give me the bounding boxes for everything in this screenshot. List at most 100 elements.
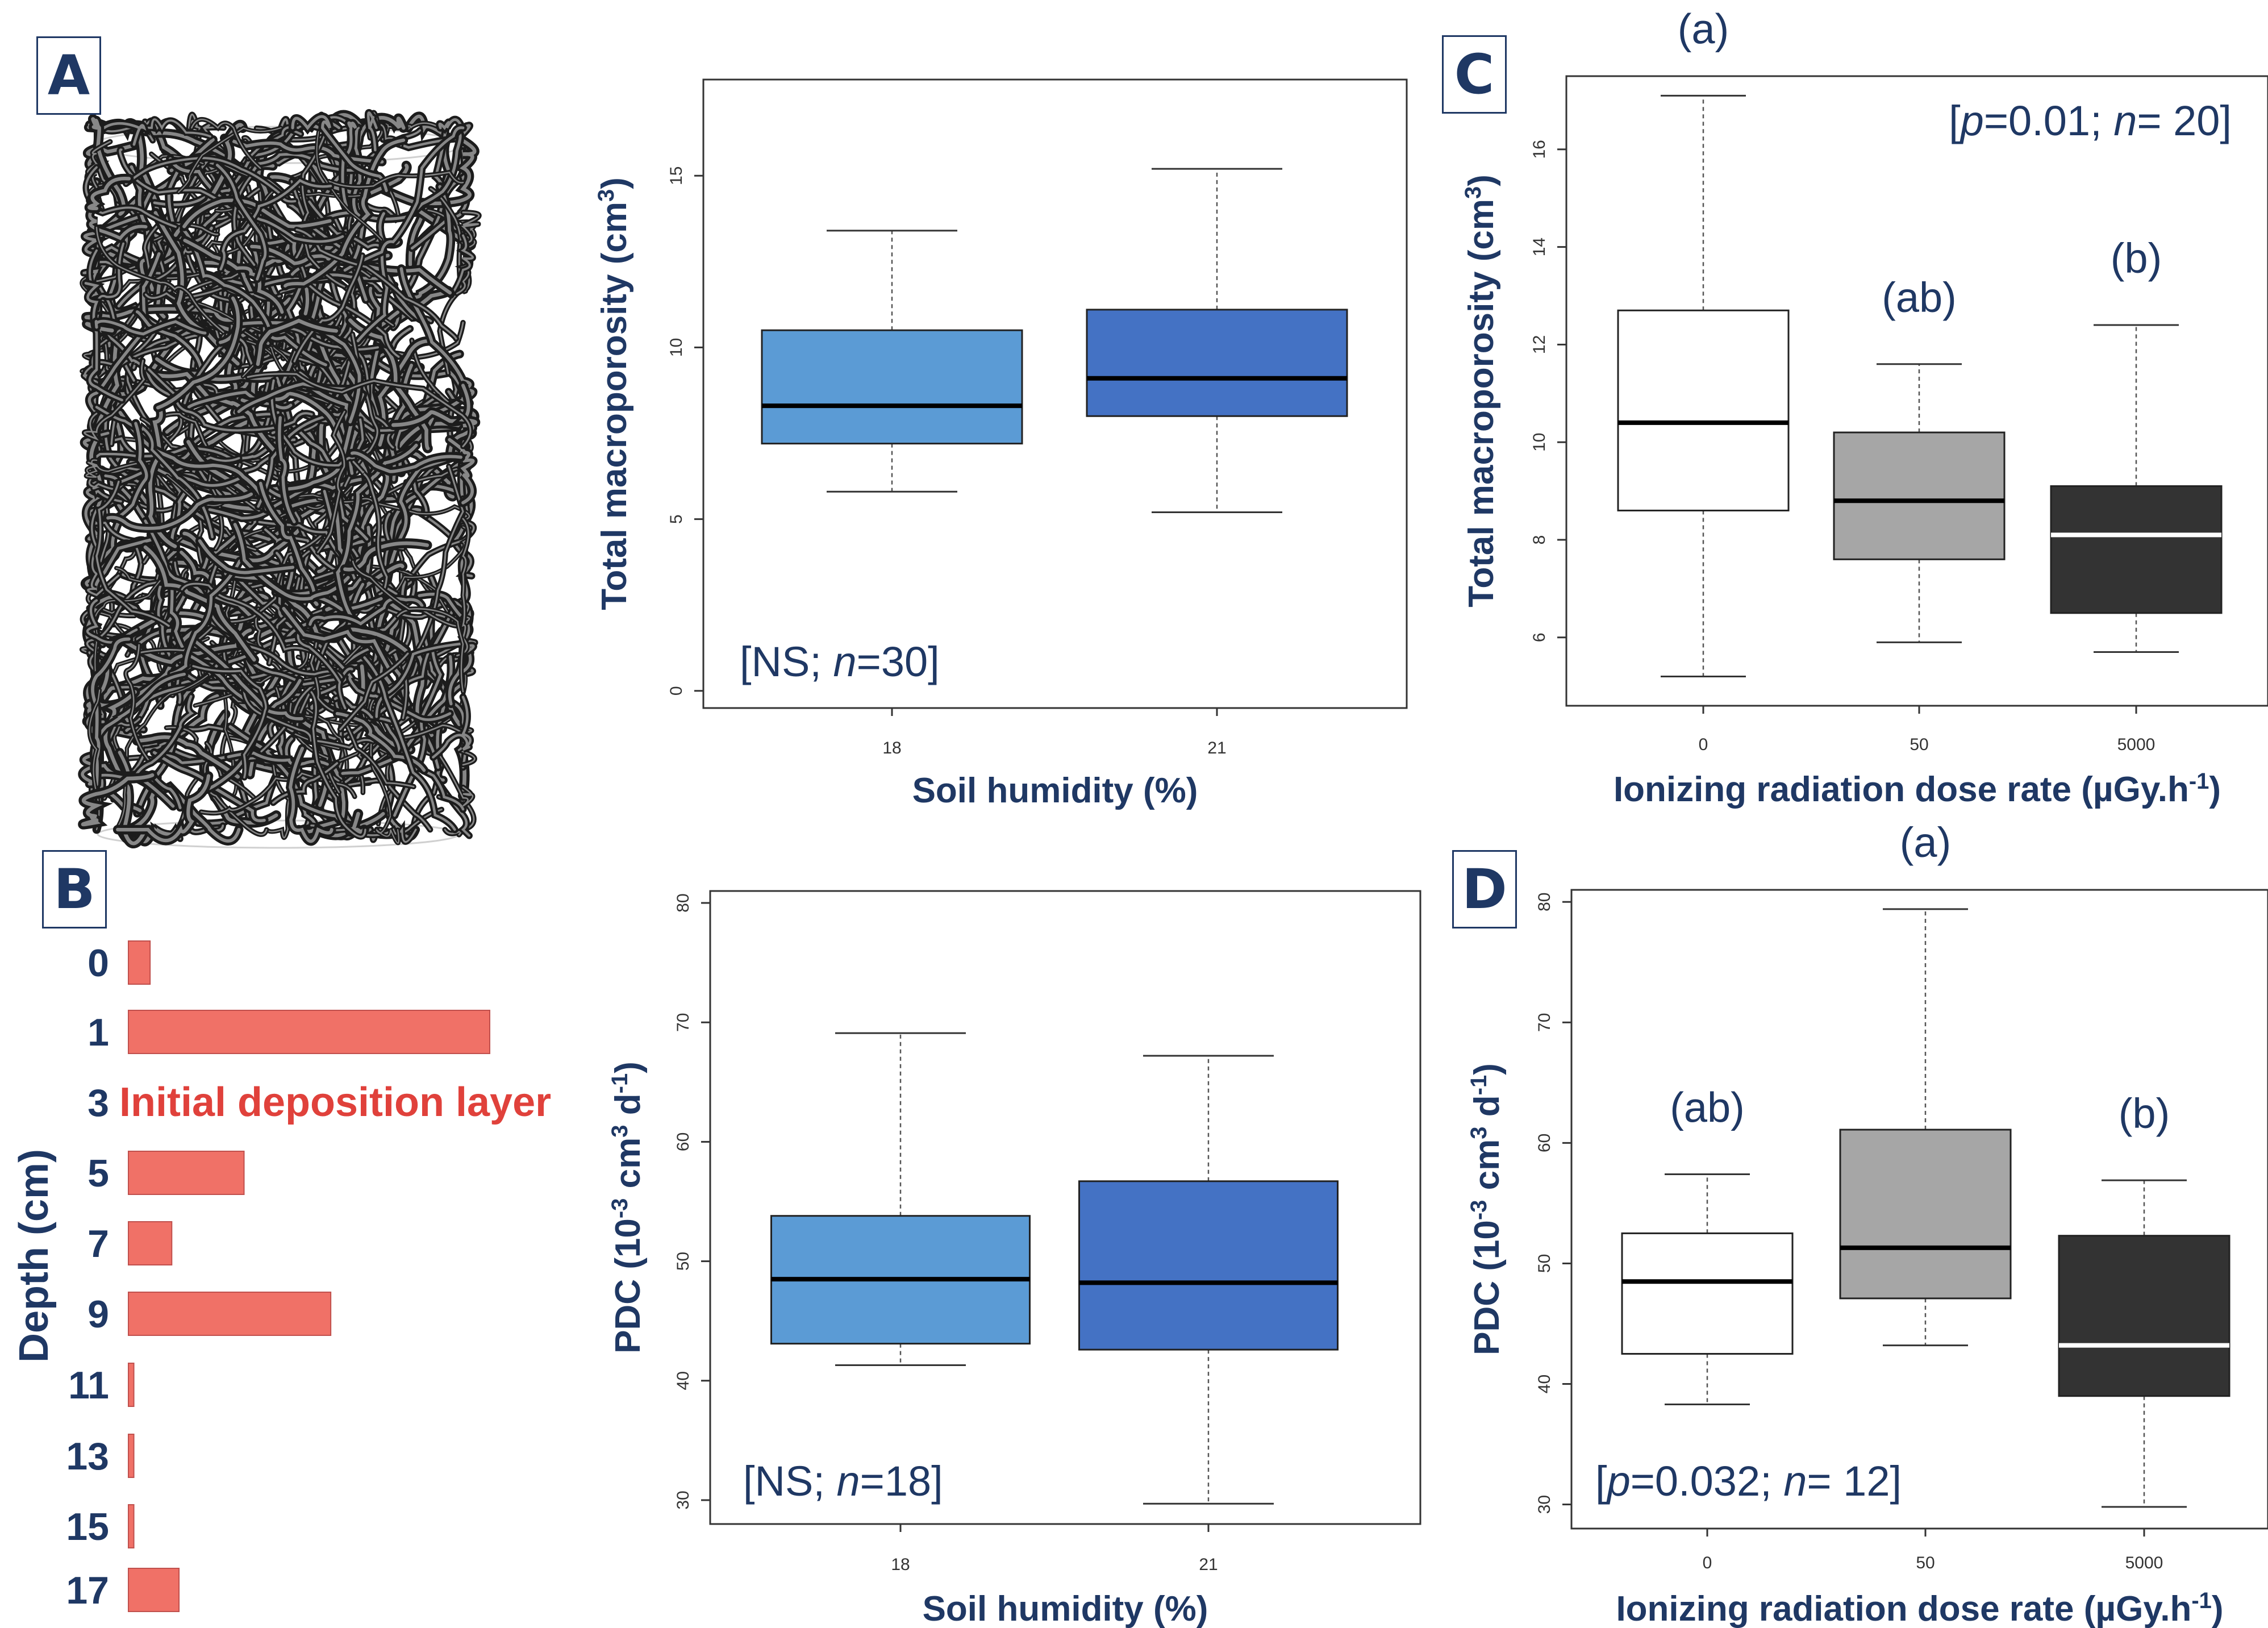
burrow-core xyxy=(132,695,194,781)
y-tick-label: 80 xyxy=(1535,893,1554,911)
y-tick-label: 50 xyxy=(674,1252,693,1271)
significance-letter: (b) xyxy=(2119,1090,2170,1137)
depth-tick-label: 5 xyxy=(87,1152,109,1195)
y-tick-label: 10 xyxy=(1530,432,1549,451)
y-axis-title-part: ) xyxy=(608,1061,648,1073)
box xyxy=(761,329,1023,445)
panel-label-b: B xyxy=(42,850,107,928)
burrow-core xyxy=(183,239,284,314)
burrow-core xyxy=(341,121,357,207)
x-axis-title: Soil humidity (%) xyxy=(912,771,1198,810)
burrow-core xyxy=(191,119,261,169)
x-tick-label: 18 xyxy=(882,739,901,757)
burrow-core xyxy=(95,480,170,627)
deposition-annotation: Initial deposition layer xyxy=(119,1080,551,1125)
y-axis-title: PDC (10-3 cm3 d-1) xyxy=(607,1061,648,1354)
depth-axis-title: Depth (cm) xyxy=(11,1149,57,1363)
x-axis-title-part: ) xyxy=(2212,1589,2224,1628)
x-tick-label: 5000 xyxy=(2117,735,2156,754)
box xyxy=(1833,431,2006,560)
y-axis-title-part: cm xyxy=(608,1138,648,1198)
y-tick-label: 30 xyxy=(674,1490,693,1509)
burrow-core xyxy=(85,166,177,228)
burrow-core xyxy=(143,545,256,662)
y-tick-label: 15 xyxy=(667,166,686,185)
y-tick-label: 60 xyxy=(1535,1134,1554,1152)
burrow-core xyxy=(156,296,240,410)
depth-bar xyxy=(128,1151,245,1195)
y-axis-title: PDC (10-3 cm3 d-1) xyxy=(1466,1063,1507,1355)
y-tick-label: 40 xyxy=(1535,1375,1554,1393)
burrow-core xyxy=(95,226,224,333)
box xyxy=(1621,1232,1794,1355)
y-axis-title-part: 3 xyxy=(607,1125,632,1137)
stat-annotation-part: =18] xyxy=(860,1458,943,1505)
stat-annotation-part: n xyxy=(2113,97,2137,144)
x-axis-title: Soil humidity (%) xyxy=(923,1589,1208,1628)
depth-bar xyxy=(128,1568,180,1612)
y-axis-title-part: PDC (10 xyxy=(608,1218,648,1354)
stat-annotation-part: =0.032; xyxy=(1631,1458,1784,1505)
y-tick-label: 60 xyxy=(674,1132,693,1151)
stat-annotation-part: p xyxy=(1606,1458,1631,1505)
soil-core-image xyxy=(78,109,482,849)
stat-annotation-part: [ xyxy=(1949,97,1961,144)
burrow-core xyxy=(182,228,327,367)
x-tick-label: 0 xyxy=(1703,1554,1712,1572)
burrow-core xyxy=(336,443,418,618)
x-axis-title-part: -1 xyxy=(2191,1588,2212,1613)
y-axis-title-part: -3 xyxy=(607,1198,632,1219)
depth-tick-label: 1 xyxy=(87,1011,109,1054)
x-axis-title-part: Ionizing radiation dose rate (µGy.h xyxy=(1614,770,2189,809)
y-axis-title: Total macroporosity (cm3) xyxy=(594,177,634,610)
stat-annotation-part: = 20] xyxy=(2137,97,2232,144)
burrow-core xyxy=(439,756,474,807)
burrow-core xyxy=(181,582,318,655)
depth-bar xyxy=(128,1504,135,1548)
burrow-core xyxy=(94,536,158,595)
burrow-core xyxy=(125,644,152,764)
x-axis-title-part: ) xyxy=(2209,770,2221,809)
y-axis-title-part: PDC (10 xyxy=(1467,1220,1507,1355)
significance-letter: (ab) xyxy=(1670,1084,1745,1131)
burrow-core xyxy=(366,139,477,206)
burrow-core xyxy=(297,634,347,710)
stat-annotation-part: n xyxy=(1783,1458,1807,1505)
x-axis-title-part: -1 xyxy=(2189,769,2209,794)
x-axis-title: Ionizing radiation dose rate (µGy.h-1) xyxy=(1616,1588,2223,1628)
burrow-core xyxy=(297,714,346,831)
burrow-core xyxy=(448,384,478,460)
stat-annotation-part: =0.01; xyxy=(1984,97,2113,144)
burrow-core xyxy=(328,171,464,188)
depth-tick-label: 9 xyxy=(87,1293,109,1336)
depth-tick-label: 17 xyxy=(66,1569,109,1612)
y-tick-label: 12 xyxy=(1530,335,1549,354)
x-tick-label: 21 xyxy=(1207,739,1226,757)
y-tick-label: 14 xyxy=(1530,238,1549,256)
burrow-core xyxy=(103,118,211,138)
burrow-core xyxy=(233,523,350,601)
depth-tick-label: 3 xyxy=(87,1081,109,1125)
burrow-core xyxy=(135,735,240,779)
y-tick-label: 40 xyxy=(674,1371,693,1390)
burrow-core xyxy=(367,111,378,152)
burrow-core xyxy=(284,138,406,288)
burrow-core xyxy=(402,465,464,719)
x-axis-title: Ionizing radiation dose rate (µGy.h-1) xyxy=(1614,769,2221,809)
y-axis-title-part: 3 xyxy=(1466,1126,1491,1139)
burrow-core xyxy=(291,115,388,193)
depth-bar xyxy=(128,1363,135,1407)
burrow-core xyxy=(87,176,131,210)
burrow-core xyxy=(432,696,472,759)
x-tick-label: 21 xyxy=(1199,1555,1218,1574)
burrow-core xyxy=(352,560,464,693)
burrow-core xyxy=(197,737,293,825)
y-tick-label: 70 xyxy=(1535,1013,1554,1032)
y-tick-label: 5 xyxy=(667,514,686,524)
depth-bar xyxy=(128,1292,332,1336)
depth-bar xyxy=(128,1010,490,1054)
x-tick-label: 0 xyxy=(1699,735,1708,754)
burrow-core xyxy=(187,390,293,410)
